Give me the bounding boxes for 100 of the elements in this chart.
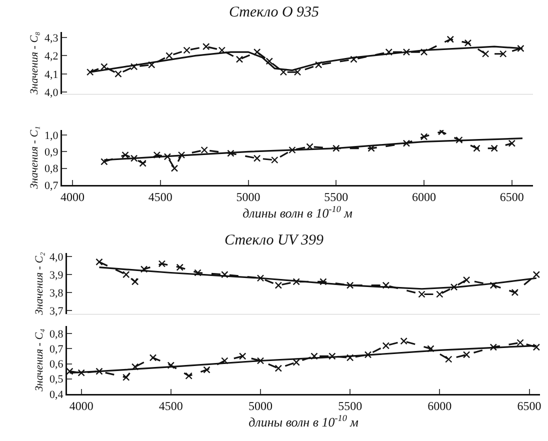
- point: [511, 288, 519, 296]
- y-tick-label: 0,8: [44, 163, 59, 176]
- point: [122, 270, 130, 278]
- point: [200, 146, 208, 154]
- point: [400, 338, 408, 345]
- point: [167, 362, 175, 369]
- point: [67, 368, 74, 375]
- x-tick-label: 4000: [69, 398, 94, 413]
- point: [218, 46, 226, 54]
- x-tick-label: 4000: [60, 190, 85, 204]
- chart-title: Стекло UV 399: [224, 232, 324, 248]
- y-axis-title: Значения - C₁: [28, 126, 40, 189]
- y-tick-label: 3,7: [50, 305, 64, 318]
- point: [382, 342, 390, 350]
- point: [350, 56, 358, 63]
- point: [221, 357, 228, 364]
- x-tick-label: 6000: [428, 398, 452, 413]
- point: [253, 154, 261, 162]
- point: [328, 352, 336, 360]
- point: [445, 356, 452, 363]
- point: [86, 68, 94, 76]
- point: [153, 151, 160, 159]
- y-axis-title: Значения - C₈: [28, 31, 40, 94]
- point: [164, 153, 172, 160]
- point: [185, 372, 192, 380]
- point: [183, 46, 190, 54]
- x-tick-label: 6500: [500, 190, 524, 204]
- x-axis-title: длины волн в 10$^{-10}$ м: [248, 412, 358, 430]
- point: [122, 151, 129, 159]
- point: [490, 282, 498, 289]
- point: [96, 368, 103, 375]
- point: [100, 63, 108, 70]
- point: [294, 68, 302, 76]
- y-tick-label: 4,3: [44, 32, 59, 44]
- y-axis-title: Значения - C₄: [33, 328, 46, 392]
- point: [78, 369, 85, 376]
- point: [320, 278, 327, 286]
- point: [122, 374, 130, 381]
- point: [332, 144, 340, 152]
- point: [456, 136, 463, 144]
- point: [178, 151, 186, 159]
- point: [148, 61, 156, 68]
- y-tick-label: 3,9: [50, 269, 64, 282]
- point: [306, 143, 314, 150]
- x-tick-label: 4500: [158, 398, 183, 413]
- y-axis-title: Значения - C₂: [33, 252, 46, 315]
- point: [131, 278, 139, 286]
- point: [236, 56, 244, 63]
- point: [176, 264, 184, 271]
- y-tick-label: 4,0: [44, 87, 59, 100]
- point: [500, 50, 507, 58]
- x-tick-label: 5000: [248, 398, 272, 413]
- point: [130, 63, 138, 70]
- x-tick-label: 6500: [517, 398, 542, 413]
- point: [508, 140, 516, 147]
- point: [382, 282, 390, 289]
- y-tick-label: 4,2: [44, 50, 58, 63]
- point: [446, 36, 454, 43]
- x-tick-label: 4500: [148, 190, 172, 204]
- point: [253, 48, 261, 56]
- point: [256, 357, 264, 364]
- point: [482, 50, 490, 58]
- point: [221, 270, 228, 278]
- point: [256, 274, 264, 282]
- point: [271, 156, 278, 164]
- point: [130, 154, 138, 162]
- y-tick-label: 0,6: [50, 358, 64, 371]
- point: [450, 283, 458, 291]
- point: [402, 48, 410, 56]
- point: [346, 282, 354, 289]
- y-tick-label: 3,8: [50, 287, 64, 300]
- y-tick-label: 0,7: [50, 344, 64, 356]
- point: [368, 144, 375, 152]
- point: [346, 354, 354, 362]
- y-tick-label: 0,8: [50, 328, 64, 340]
- point: [490, 144, 498, 152]
- x-tick-label: 6000: [412, 190, 436, 204]
- y-tick-label: 0,5: [50, 374, 64, 386]
- x-tick-label: 5500: [338, 398, 362, 413]
- point: [517, 44, 524, 52]
- point: [420, 133, 428, 140]
- point: [427, 345, 434, 352]
- point: [203, 366, 210, 374]
- point: [516, 339, 524, 346]
- point: [364, 351, 372, 358]
- point: [310, 352, 318, 360]
- point: [314, 61, 322, 68]
- point: [280, 68, 288, 76]
- chart-title: Стекло О 935: [228, 4, 320, 20]
- point: [114, 70, 122, 78]
- point: [292, 358, 300, 366]
- point: [158, 260, 166, 268]
- point: [436, 290, 444, 298]
- y-tick-label: 1,0: [44, 130, 59, 142]
- point: [402, 140, 410, 147]
- point: [473, 144, 480, 152]
- point: [170, 164, 178, 172]
- point: [96, 258, 103, 266]
- point: [131, 363, 139, 370]
- point: [420, 48, 428, 56]
